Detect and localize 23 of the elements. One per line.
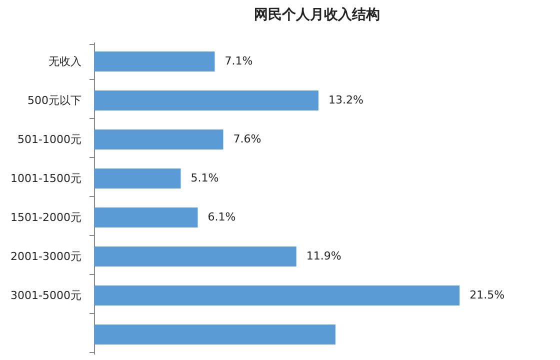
y-tick-label: 1501-2000元 xyxy=(10,211,82,224)
bar xyxy=(94,286,460,306)
y-tick-label: 500元以下 xyxy=(28,94,82,107)
y-tick-label: 2001-3000元 xyxy=(10,250,82,263)
bar xyxy=(94,90,318,110)
bar xyxy=(94,324,336,344)
data-label: 5.1% xyxy=(190,172,219,184)
data-label: 6.1% xyxy=(208,210,236,224)
bar xyxy=(94,168,181,188)
data-label: 13.2% xyxy=(328,94,364,106)
bar xyxy=(94,130,224,150)
data-label: 7.6% xyxy=(233,132,262,146)
data-label: 11.9% xyxy=(306,250,342,262)
chart-title: 网民个人月收入结构 xyxy=(254,7,380,23)
y-tick-label: 501-1000元 xyxy=(18,133,82,146)
y-tick-label: 无收入 xyxy=(48,55,82,68)
bar xyxy=(94,246,296,266)
bar xyxy=(94,52,215,72)
y-tick-label: 3001-5000元 xyxy=(10,289,82,302)
bar xyxy=(94,208,198,228)
data-label: 7.1% xyxy=(224,54,253,68)
y-tick-label: 1001-1500元 xyxy=(10,172,82,185)
data-label: 21.5% xyxy=(470,288,505,302)
